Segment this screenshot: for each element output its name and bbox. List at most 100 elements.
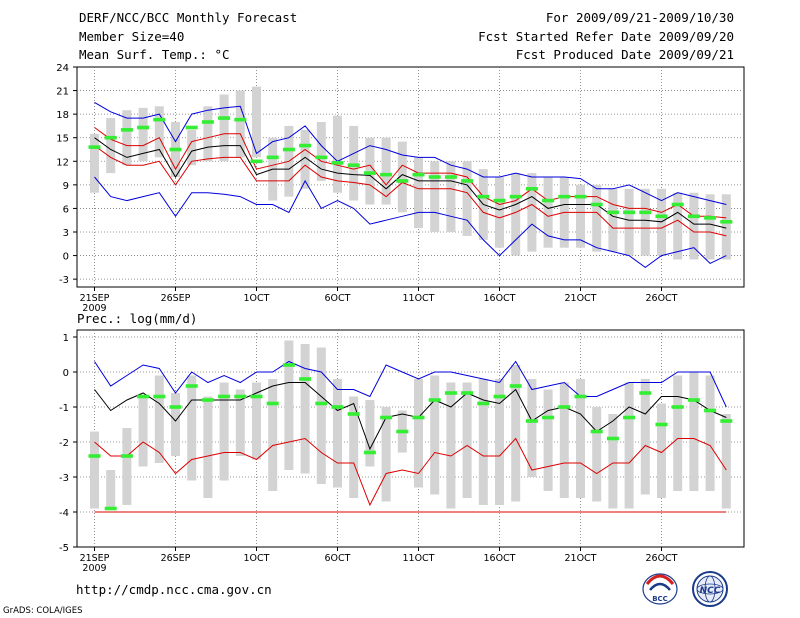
- precip-box: [705, 375, 715, 491]
- temp-ytick-label: 15: [56, 134, 69, 145]
- temp-box: [511, 173, 521, 256]
- precip-marker: [363, 450, 376, 455]
- temp-box: [235, 90, 245, 158]
- precip-marker: [153, 394, 166, 399]
- temp-box: [414, 157, 423, 229]
- temp-year-label: 2009: [82, 303, 106, 314]
- temp-marker: [234, 117, 247, 122]
- temp-marker: [671, 202, 684, 207]
- precip-marker: [137, 394, 150, 399]
- temp-ytick-label: 9: [63, 181, 69, 192]
- precip-marker: [185, 384, 198, 388]
- precip-marker: [250, 394, 263, 399]
- precip-box: [657, 403, 666, 498]
- temp-ytick-label: 21: [56, 87, 69, 98]
- precip-marker: [687, 398, 700, 402]
- temp-xtick-label: 6OCT: [325, 293, 351, 304]
- precip-marker: [720, 419, 733, 423]
- temp-box: [300, 129, 310, 189]
- temp-marker: [704, 216, 717, 220]
- precip-box: [349, 396, 359, 498]
- temp-box: [721, 194, 731, 260]
- precip-box: [106, 470, 116, 509]
- precip-box: [640, 379, 650, 495]
- precip-xtick-label: 11OCT: [402, 553, 434, 564]
- forecast-period-label: For 2009/09/21-2009/10/30: [545, 10, 734, 25]
- precip-box: [171, 393, 180, 456]
- temp-box: [397, 141, 407, 213]
- temp-xtick-label: 26OCT: [645, 293, 677, 304]
- precip-marker: [104, 506, 117, 511]
- chart-title: DERF/NCC/BCC Monthly Forecast: [79, 10, 298, 25]
- precip-xtick-label: 16OCT: [483, 553, 515, 564]
- precip-marker: [234, 394, 247, 399]
- precip-box: [689, 372, 699, 491]
- variable-label: Mean Surf. Temp.: °C: [79, 47, 230, 62]
- temp-box: [316, 122, 326, 181]
- precip-marker: [461, 391, 474, 395]
- precip-box: [187, 375, 197, 481]
- precip-ytick-label: 1: [63, 333, 69, 344]
- temp-marker: [542, 198, 555, 203]
- precip-marker: [542, 415, 555, 420]
- precip-box: [543, 389, 553, 491]
- precip-marker: [282, 363, 295, 367]
- temp-marker: [720, 219, 733, 224]
- temp-box: [592, 184, 602, 252]
- precip-marker: [428, 398, 441, 402]
- precip-marker: [266, 401, 279, 406]
- bcc-logo-text: BCC: [652, 595, 668, 603]
- temp-ytick-label: -3: [59, 275, 69, 286]
- temp-box: [333, 115, 342, 193]
- precip-box: [576, 379, 585, 498]
- temp-outer-high-line: [94, 101, 727, 205]
- precip-marker: [655, 422, 668, 427]
- precip-box: [527, 379, 537, 477]
- temp-median-line: [94, 137, 727, 229]
- temp-marker: [525, 186, 538, 191]
- temp-box: [381, 137, 391, 205]
- precip-box: [495, 379, 504, 505]
- temp-marker: [509, 194, 522, 199]
- temp-marker: [315, 155, 328, 160]
- temp-box: [430, 161, 440, 232]
- precip-year-label: 2009: [82, 563, 106, 574]
- precip-marker: [590, 429, 603, 434]
- precip-marker: [509, 384, 522, 388]
- temp-box: [446, 161, 456, 232]
- precip-marker: [201, 398, 214, 402]
- precip-box: [138, 396, 148, 467]
- temp-marker: [120, 128, 133, 132]
- precip-box: [592, 407, 602, 502]
- temp-ytick-label: 3: [63, 228, 69, 239]
- temp-box: [187, 129, 197, 166]
- precip-box: [316, 347, 326, 484]
- precip-ytick-label: -3: [59, 473, 69, 484]
- temp-marker: [558, 194, 571, 199]
- temp-box: [495, 177, 504, 248]
- precip-marker: [88, 454, 101, 458]
- temp-marker: [282, 147, 295, 152]
- precip-box: [122, 428, 132, 505]
- temp-marker: [590, 202, 603, 207]
- ncc-logo: NCC: [692, 571, 728, 607]
- precip-xtick-label: 1OCT: [244, 553, 270, 564]
- temp-box: [90, 133, 99, 193]
- temp-inner-high-line: [94, 127, 727, 219]
- precip-ytick-label: -4: [59, 508, 69, 519]
- precip-marker: [315, 401, 328, 406]
- precip-xtick-label: 26SEP: [161, 553, 191, 564]
- precip-box: [673, 375, 683, 491]
- temp-marker: [299, 143, 312, 148]
- temp-marker: [380, 172, 393, 177]
- precipitation-panel: 21SEP 26SEP 1OCT 6OCT 11OCT 16OCT 21OCT 26OCT 20…: [59, 329, 745, 574]
- grads-credit: GrADS: COLA/IGES: [3, 606, 83, 616]
- precip-ytick-label: -1: [59, 403, 69, 414]
- temp-marker: [655, 214, 668, 219]
- temp-marker: [137, 125, 150, 130]
- temp-marker: [639, 210, 652, 215]
- temp-marker: [104, 135, 117, 140]
- precip-xtick-label: 21SEP: [80, 553, 110, 564]
- temperature-panel: 21SEP 26SEP 1OCT 6OCT 11OCT 16OCT 21OCT 26OCT 20…: [56, 63, 745, 314]
- temp-marker: [218, 116, 231, 120]
